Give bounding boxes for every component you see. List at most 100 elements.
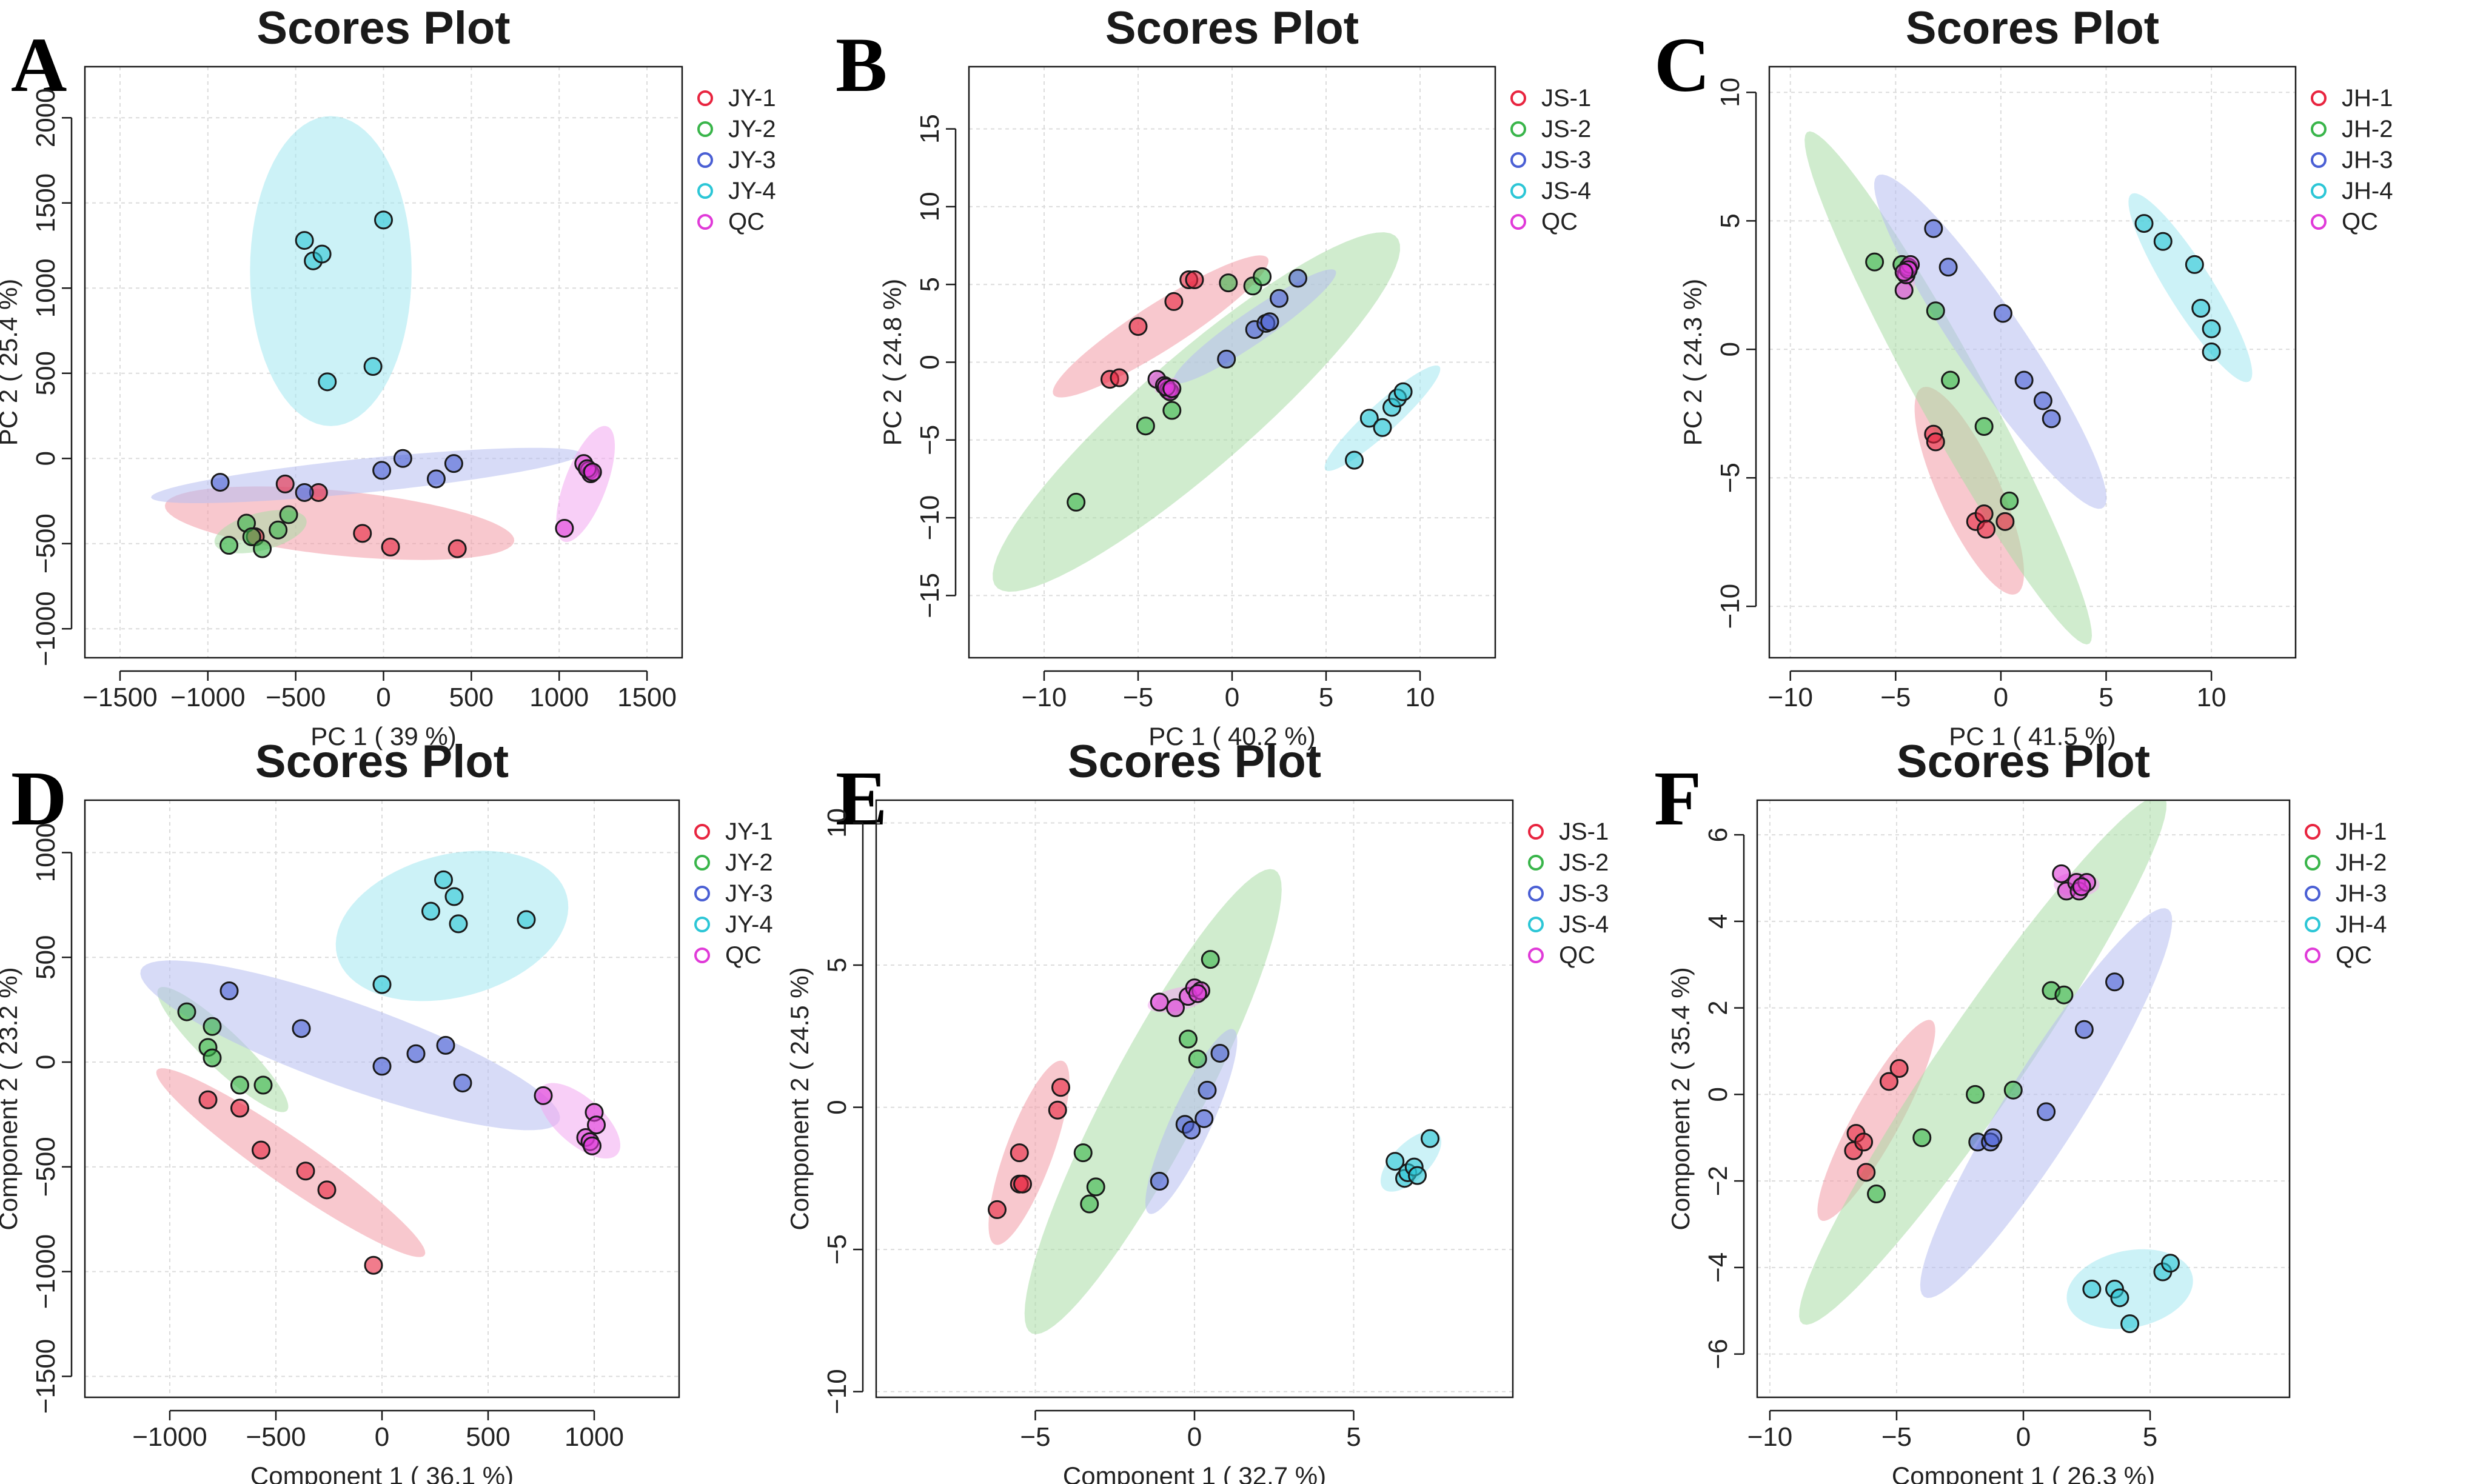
x-axis-label: PC 1 ( 40.2 %)	[1148, 722, 1315, 750]
y-axis-label: PC 2 ( 25.4 %)	[0, 279, 22, 446]
point-js-1	[1164, 292, 1184, 311]
point-js-2	[1219, 273, 1238, 293]
y-tick-label: −6	[1703, 1339, 1733, 1369]
confidence-ellipses	[1799, 800, 2193, 1329]
point-qc	[2052, 864, 2071, 883]
point-jy-4	[312, 244, 332, 264]
y-tick-label: −10	[1715, 584, 1745, 629]
point-jh-4	[2134, 214, 2154, 233]
legend-marker	[2311, 90, 2327, 106]
x-axis-label: Component 1 ( 36.1 %)	[250, 1462, 514, 1484]
plot-frame	[1756, 799, 2291, 1399]
y-tick-label: −10	[822, 1369, 852, 1414]
point-jy-1	[230, 1098, 249, 1118]
x-tick-label: 500	[449, 683, 494, 712]
point-js-3	[1270, 289, 1288, 308]
y-tick-label: −500	[31, 1137, 61, 1197]
y-tick-label: −500	[31, 513, 61, 573]
y-axis-label: PC 2 ( 24.8 %)	[878, 279, 906, 446]
data-points	[177, 870, 606, 1275]
point-jh-2	[1912, 1128, 1932, 1148]
x-tick-label: 0	[2016, 1422, 2031, 1452]
x-axis: −10 −5 0 5 10 PC 1 ( 41.5 %)	[1767, 670, 2226, 750]
point-jy-2	[203, 1017, 222, 1036]
point-jh-3	[1993, 304, 2012, 323]
x-tick-label: 0	[376, 683, 390, 712]
x-tick-label: −500	[246, 1422, 306, 1452]
point-jh-4	[2202, 319, 2221, 338]
legend-label: JH-1	[2342, 85, 2393, 112]
point-qc	[534, 1086, 553, 1105]
y-tick-label: 0	[822, 1100, 852, 1114]
legend-label: JH-2	[2342, 116, 2393, 142]
y-axis: −1000 −500 0 500 1000 1500 2000 PC 2 ( 25.4 %)	[0, 88, 73, 666]
point-jy-1	[317, 1180, 337, 1200]
point-jy-4	[421, 901, 440, 921]
point-js-1	[1128, 316, 1148, 336]
legend: JH-1 JH-2 JH-3 JH-4 QC	[2305, 818, 2387, 969]
point-jh-3	[2074, 1020, 2094, 1039]
point-js-2	[1073, 1143, 1093, 1163]
plot-title: Scores Plot	[1105, 2, 1359, 54]
point-jh-1	[1974, 504, 1994, 524]
point-qc	[1162, 379, 1182, 398]
y-tick-label: 10	[1715, 78, 1745, 107]
ellipse-jh-2	[1799, 800, 2167, 1325]
legend-label: QC	[2342, 209, 2378, 235]
y-axis: −10 −5 0 5 10 Component 2 ( 24.5 %)	[785, 808, 864, 1414]
point-jy-4	[449, 914, 468, 934]
x-tick-label: 1000	[565, 1422, 624, 1452]
y-tick-label: 0	[31, 451, 61, 466]
point-jy-2	[269, 520, 288, 540]
point-jy-3	[426, 469, 446, 489]
point-js-4	[1359, 409, 1379, 428]
x-tick-label: 0	[1187, 1422, 1202, 1452]
point-js-1	[1010, 1143, 1029, 1163]
panel-letter: C	[1654, 22, 1710, 108]
y-axis-label: Component 2 ( 35.4 %)	[1666, 967, 1695, 1230]
plot-title: Scores Plot	[256, 2, 510, 54]
point-jh-1	[1854, 1132, 1874, 1152]
point-jy-4	[363, 357, 383, 376]
point-js-2	[1188, 1049, 1207, 1069]
legend-label: JS-2	[1559, 849, 1609, 876]
legend-label: JS-1	[1541, 85, 1591, 112]
ellipse-jy-3	[151, 447, 581, 503]
point-jh-2	[1966, 1085, 1985, 1104]
legend-label: QC	[1559, 942, 1595, 969]
point-jy-3	[219, 981, 239, 1001]
legend-label: JY-4	[728, 178, 776, 204]
x-tick-label: −1000	[170, 683, 246, 712]
point-qc	[1166, 998, 1185, 1017]
legend-marker	[1510, 183, 1526, 199]
point-jh-1	[1977, 520, 1996, 539]
legend-marker	[2311, 152, 2327, 168]
y-tick-label: 500	[31, 351, 61, 395]
point-jh-4	[2082, 1280, 2102, 1299]
x-axis: −1000 −500 0 500 1000 Component 1 ( 36.1 %)	[132, 1409, 624, 1484]
point-jy-2	[203, 1048, 222, 1068]
data-points	[988, 950, 1439, 1219]
y-tick-label: −5	[1715, 463, 1745, 493]
point-jy-3	[295, 483, 314, 502]
y-axis-label: PC 2 ( 24.3 %)	[1678, 279, 1707, 446]
panel-letter: D	[11, 755, 67, 841]
point-jh-3	[1983, 1128, 2003, 1148]
point-js-2	[1086, 1177, 1105, 1197]
legend-marker	[1510, 121, 1526, 137]
x-tick-label: 10	[1406, 683, 1435, 712]
x-tick-label: 5	[2143, 1422, 2157, 1452]
ellipse-qc	[538, 1083, 620, 1159]
legend-marker	[2311, 214, 2327, 230]
point-jh-3	[2033, 391, 2052, 410]
y-tick-label: 5	[1715, 213, 1745, 228]
panel-letter: A	[11, 22, 67, 108]
legend-label: JH-4	[2342, 178, 2393, 204]
x-tick-label: 1500	[617, 683, 677, 712]
legend-marker	[2305, 948, 2320, 963]
point-js-4	[1408, 1166, 1427, 1185]
point-js-3	[1288, 269, 1307, 288]
legend-marker	[1510, 214, 1526, 230]
point-js-1	[1185, 270, 1204, 290]
